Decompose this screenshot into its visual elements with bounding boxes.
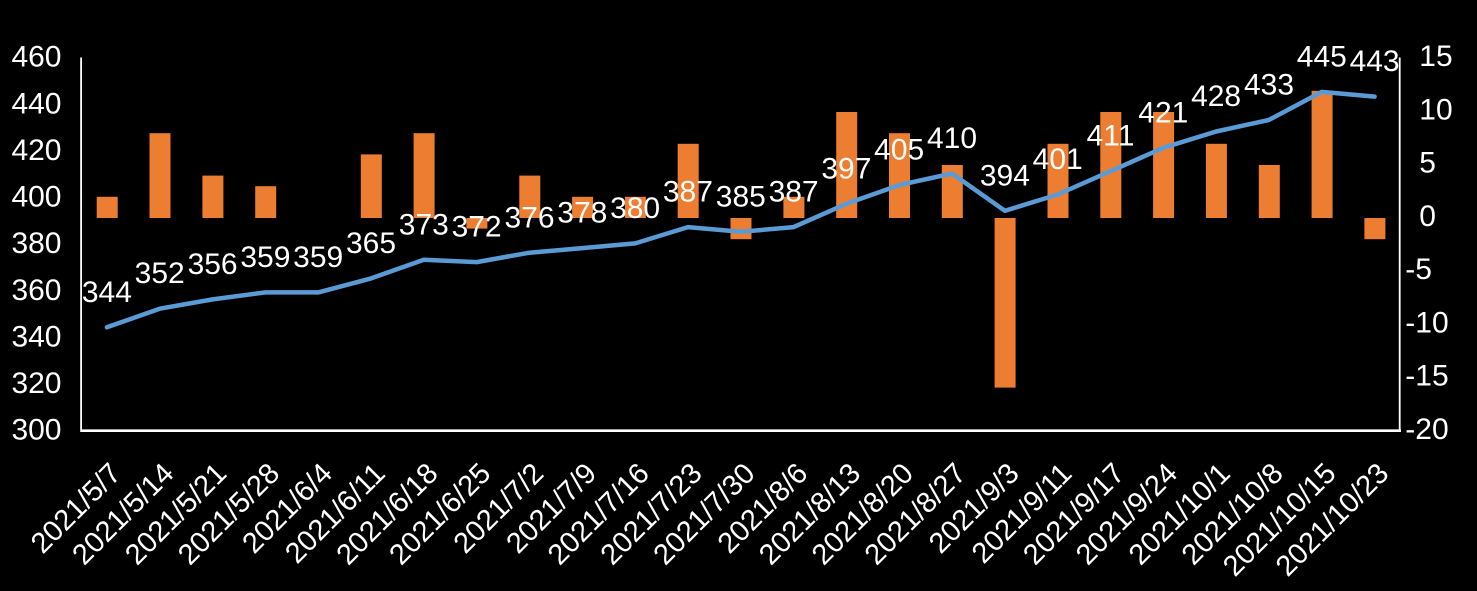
svg-text:460: 460 — [11, 41, 61, 74]
svg-text:445: 445 — [1297, 40, 1347, 73]
svg-text:433: 433 — [1244, 68, 1294, 101]
svg-text:0: 0 — [1419, 200, 1436, 233]
svg-text:440: 440 — [11, 87, 61, 120]
svg-text:5: 5 — [1419, 147, 1436, 180]
svg-text:376: 376 — [504, 201, 554, 234]
svg-text:387: 387 — [769, 176, 819, 209]
svg-text:405: 405 — [874, 134, 924, 167]
svg-text:421: 421 — [1138, 96, 1188, 129]
svg-text:420: 420 — [11, 134, 61, 167]
svg-text:373: 373 — [399, 208, 449, 241]
svg-text:365: 365 — [346, 227, 396, 260]
svg-text:372: 372 — [452, 211, 502, 244]
svg-text:428: 428 — [1191, 80, 1241, 113]
svg-text:378: 378 — [557, 197, 607, 230]
svg-text:360: 360 — [11, 274, 61, 307]
svg-text:443: 443 — [1350, 45, 1400, 78]
svg-text:385: 385 — [716, 180, 766, 213]
svg-text:380: 380 — [610, 192, 660, 225]
svg-text:394: 394 — [980, 159, 1030, 192]
svg-text:352: 352 — [135, 257, 185, 290]
svg-text:-15: -15 — [1405, 360, 1448, 393]
svg-text:401: 401 — [1033, 143, 1083, 176]
svg-text:397: 397 — [821, 152, 871, 185]
svg-text:387: 387 — [663, 176, 713, 209]
svg-text:356: 356 — [188, 248, 238, 281]
svg-text:411: 411 — [1087, 120, 1135, 153]
svg-text:-5: -5 — [1405, 253, 1432, 286]
svg-text:340: 340 — [11, 320, 61, 353]
svg-text:-10: -10 — [1405, 307, 1448, 340]
svg-text:359: 359 — [240, 241, 290, 274]
svg-text:300: 300 — [11, 414, 61, 447]
svg-text:410: 410 — [927, 122, 977, 155]
svg-text:380: 380 — [11, 227, 61, 260]
svg-text:15: 15 — [1419, 40, 1452, 73]
svg-text:-20: -20 — [1405, 413, 1448, 446]
svg-text:320: 320 — [11, 367, 61, 400]
svg-text:359: 359 — [293, 241, 343, 274]
svg-text:344: 344 — [82, 276, 132, 309]
svg-text:10: 10 — [1419, 93, 1452, 126]
svg-text:400: 400 — [11, 181, 61, 214]
